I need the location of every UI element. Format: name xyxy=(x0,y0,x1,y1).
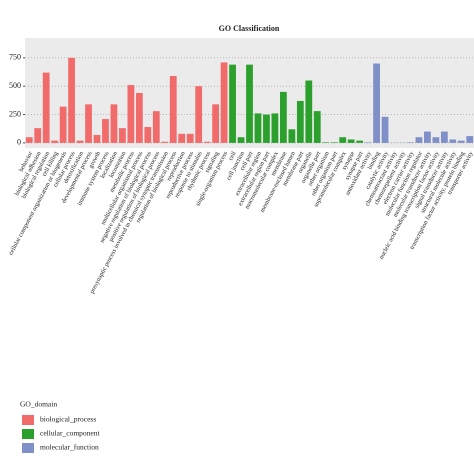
bar xyxy=(373,63,380,143)
y-tick-label: 500 xyxy=(9,81,21,90)
y-tick-label: 250 xyxy=(9,109,21,118)
legend-swatch xyxy=(22,429,34,439)
bar xyxy=(59,106,67,143)
legend-swatch xyxy=(22,415,34,425)
bar xyxy=(76,140,84,143)
bar xyxy=(237,137,245,143)
bar xyxy=(440,131,448,143)
bar xyxy=(34,128,42,143)
bar xyxy=(203,141,211,143)
bar xyxy=(25,137,33,143)
bar xyxy=(432,137,440,143)
bar xyxy=(449,139,457,143)
bar xyxy=(110,104,118,143)
bar xyxy=(457,140,465,143)
bar xyxy=(347,139,355,143)
legend-label: biological_process xyxy=(40,415,96,424)
bar xyxy=(356,140,364,143)
bar xyxy=(178,133,186,143)
bar xyxy=(144,127,152,143)
bar xyxy=(102,119,109,143)
bar xyxy=(85,104,92,143)
bar xyxy=(119,128,126,143)
legend-swatch xyxy=(22,443,34,453)
bar xyxy=(93,134,101,143)
x-tick-label: cell xyxy=(227,150,238,162)
bar xyxy=(381,116,389,143)
bar xyxy=(186,133,194,143)
bar xyxy=(127,85,135,143)
bar xyxy=(195,86,203,143)
bar xyxy=(305,80,313,143)
bar xyxy=(169,75,177,143)
bar xyxy=(161,141,169,143)
bar xyxy=(322,142,330,143)
bar xyxy=(407,142,414,143)
bar xyxy=(271,113,279,143)
legend-label: molecular_function xyxy=(40,443,99,452)
bar xyxy=(68,57,75,143)
bar xyxy=(330,142,338,143)
y-tick-label: 0 xyxy=(17,138,21,147)
bar xyxy=(212,104,220,143)
bar xyxy=(466,136,474,143)
bar xyxy=(254,113,262,143)
bar xyxy=(220,62,228,143)
bar xyxy=(135,93,143,143)
bar xyxy=(364,142,372,143)
chart-title: GO Classification xyxy=(219,24,280,33)
bar xyxy=(415,137,423,143)
bar xyxy=(424,131,431,143)
bar xyxy=(313,111,321,143)
bar xyxy=(279,91,287,143)
bar xyxy=(42,72,50,143)
legend-label: cellular_component xyxy=(40,429,100,438)
bar xyxy=(51,140,59,143)
bar xyxy=(288,129,296,143)
bar xyxy=(229,64,236,143)
bar xyxy=(339,137,347,143)
bar xyxy=(246,64,253,143)
y-tick-label: 750 xyxy=(9,53,21,62)
legend-title: GO_domain xyxy=(20,400,57,409)
bar xyxy=(152,111,160,143)
bar xyxy=(296,100,304,143)
bar xyxy=(263,114,270,143)
